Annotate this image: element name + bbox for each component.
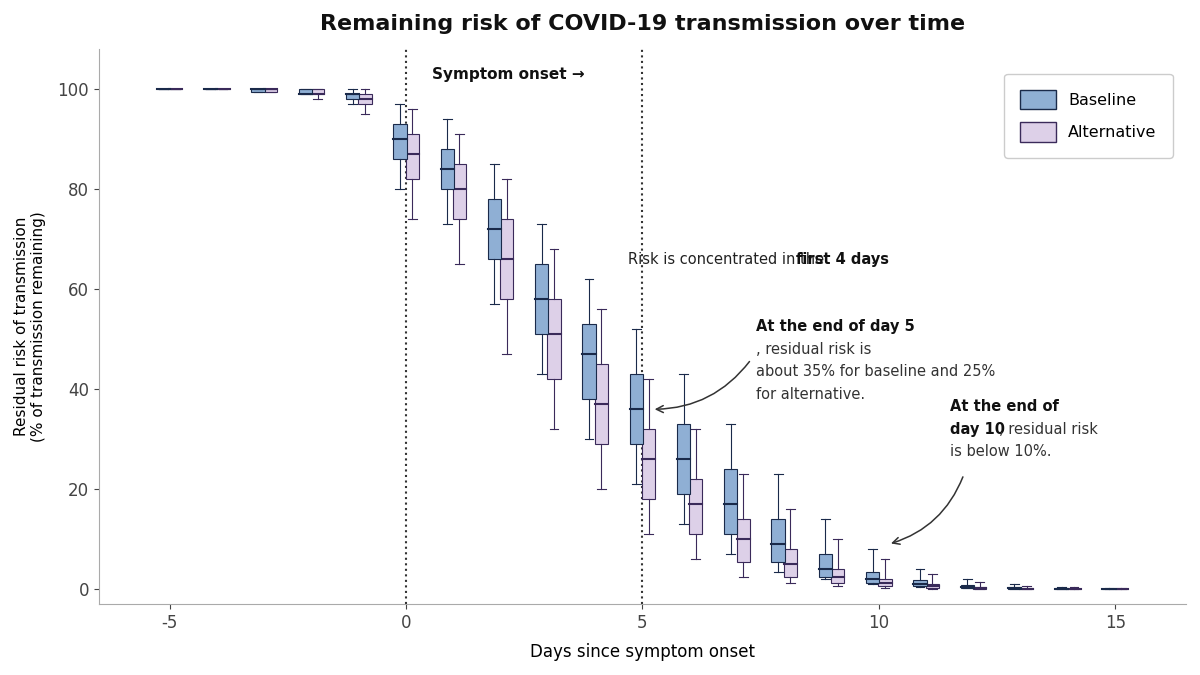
Bar (878, 579, 892, 587)
Text: , residual risk: , residual risk (1000, 422, 1098, 437)
Bar (359, 95, 372, 105)
Bar (677, 425, 690, 494)
Bar (346, 95, 359, 99)
Bar (832, 569, 845, 583)
Bar (725, 469, 738, 535)
Bar (1008, 587, 1021, 589)
Bar (630, 375, 643, 444)
Text: for alternative.: for alternative. (756, 387, 865, 402)
Bar (488, 199, 502, 259)
Bar (582, 324, 595, 400)
Bar (311, 89, 324, 95)
Bar (406, 134, 419, 180)
Legend: Baseline, Alternative: Baseline, Alternative (1004, 74, 1172, 158)
Bar (642, 429, 655, 500)
X-axis label: Days since symptom onset: Days since symptom onset (530, 643, 755, 661)
Bar (818, 554, 832, 576)
Bar (252, 89, 265, 92)
Bar (1020, 588, 1033, 589)
Bar (535, 265, 548, 334)
Bar (925, 585, 938, 588)
Title: Remaining risk of COVID-19 transmission over time: Remaining risk of COVID-19 transmission … (320, 14, 965, 34)
Bar (547, 299, 560, 379)
Y-axis label: Residual risk of transmission
(% of transmission remaining): Residual risk of transmission (% of tran… (14, 211, 47, 442)
Text: Symptom onset →: Symptom onset → (432, 67, 584, 82)
Text: .: . (871, 252, 876, 267)
Text: Risk is concentrated in the: Risk is concentrated in the (629, 252, 829, 267)
Bar (784, 549, 797, 576)
Text: is below 10%.: is below 10%. (949, 444, 1051, 459)
Text: about 35% for baseline and 25%: about 35% for baseline and 25% (756, 364, 995, 379)
Bar (973, 587, 986, 589)
Bar (689, 479, 702, 535)
Bar (913, 580, 926, 587)
Bar (866, 572, 880, 583)
Bar (500, 219, 514, 299)
Bar (394, 124, 407, 159)
Text: At the end of: At the end of (949, 400, 1058, 414)
Bar (452, 164, 466, 219)
Bar (1055, 588, 1068, 589)
Text: , residual risk is: , residual risk is (756, 342, 871, 357)
Bar (737, 519, 750, 562)
Bar (299, 89, 312, 95)
Text: day 10: day 10 (949, 422, 1004, 437)
Text: first 4 days: first 4 days (796, 252, 889, 267)
Text: At the end of day 5: At the end of day 5 (756, 319, 914, 334)
Bar (772, 519, 785, 562)
Bar (440, 149, 454, 189)
Bar (961, 585, 974, 588)
Bar (264, 89, 277, 92)
Bar (595, 364, 608, 444)
